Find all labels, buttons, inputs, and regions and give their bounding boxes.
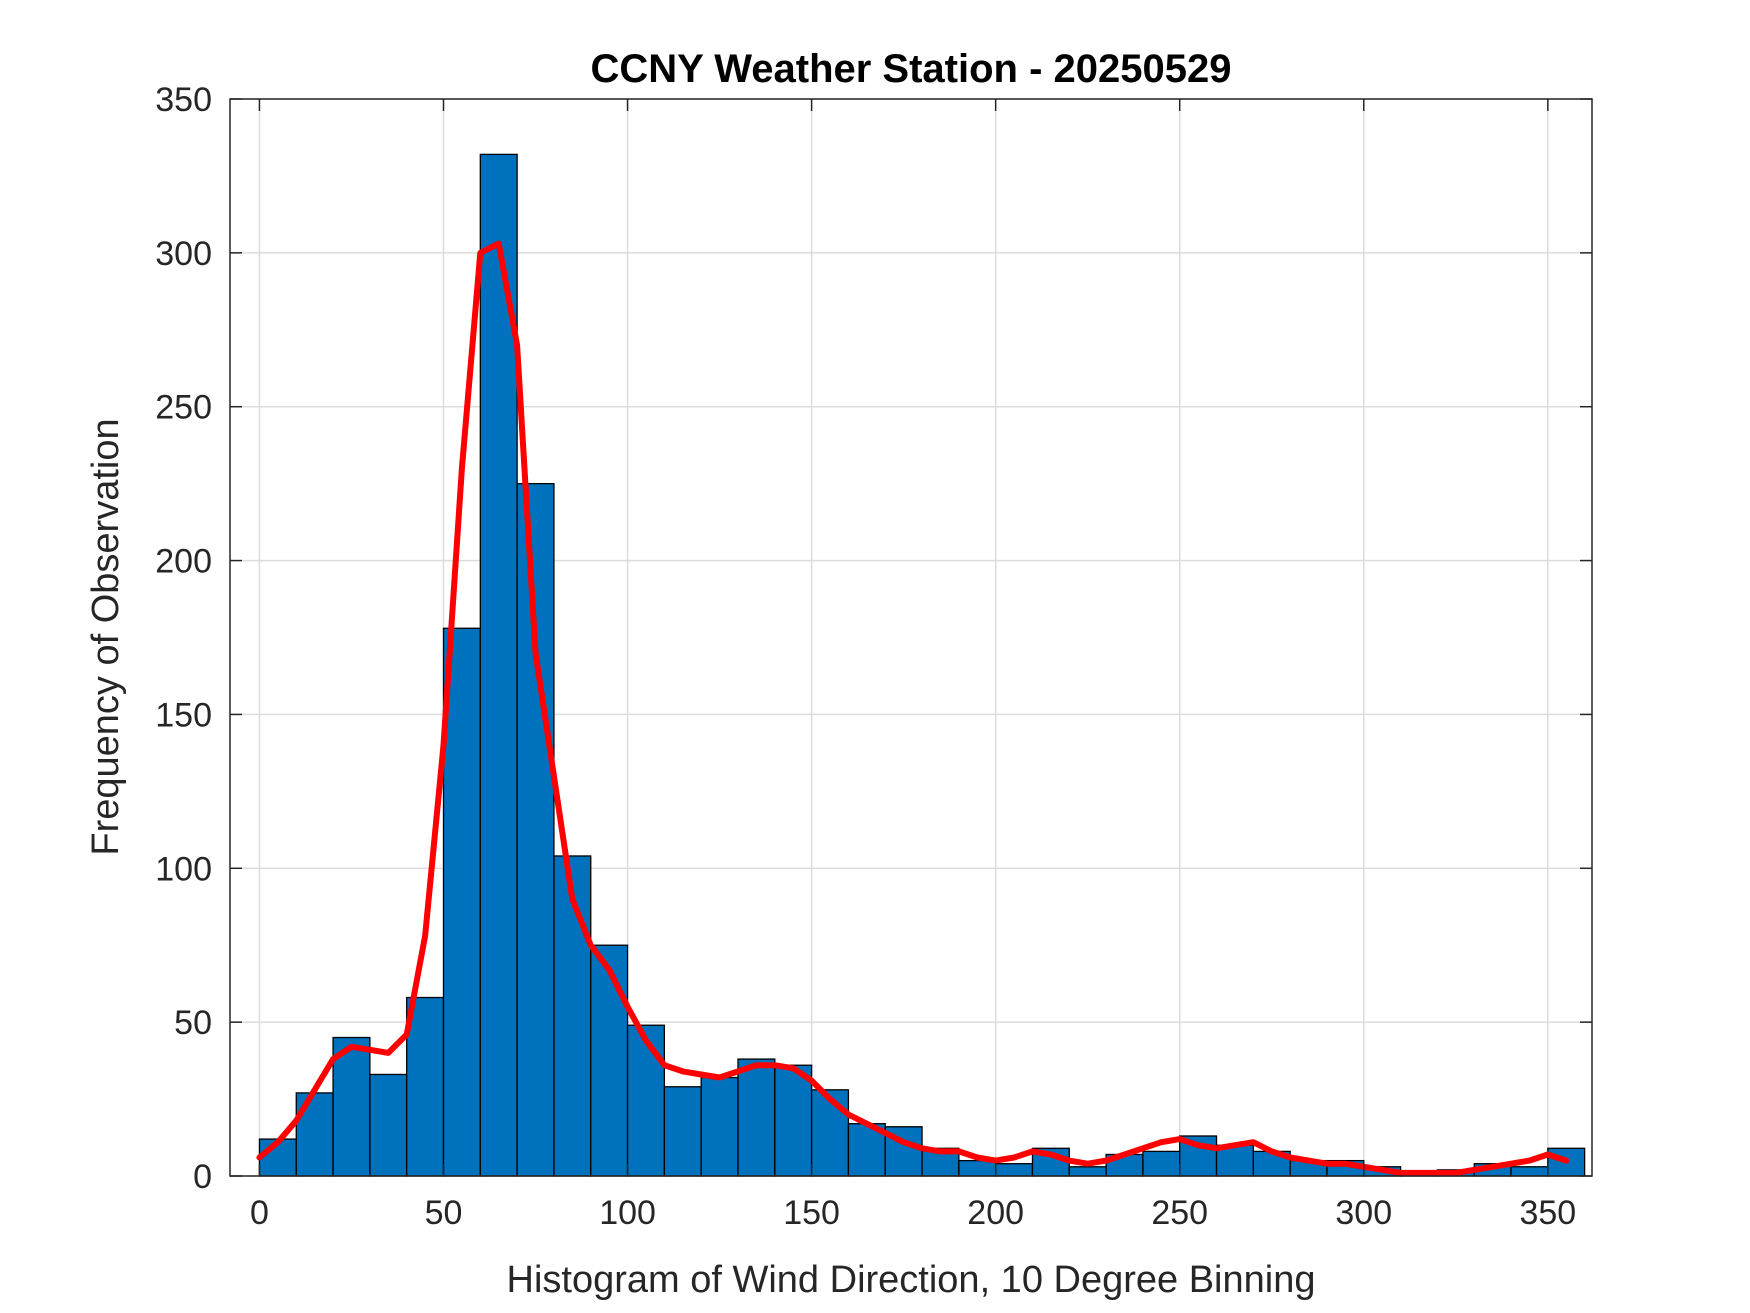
y-tick-label: 150 bbox=[155, 696, 212, 734]
plot-frame bbox=[229, 98, 1593, 1177]
histogram-bar bbox=[1068, 1166, 1107, 1177]
x-tick-label: 100 bbox=[599, 1194, 656, 1232]
histogram-bar bbox=[700, 1076, 739, 1177]
histogram-bar bbox=[810, 1089, 850, 1177]
y-tick-label: 250 bbox=[155, 389, 212, 427]
histogram-bar bbox=[737, 1058, 776, 1177]
x-tick-label: 200 bbox=[967, 1194, 1024, 1232]
histogram-bar bbox=[442, 627, 481, 1177]
x-tick-label: 350 bbox=[1519, 1194, 1576, 1232]
histogram-bar bbox=[295, 1092, 334, 1177]
density-curve-layer bbox=[256, 240, 1570, 1176]
x-axis-label: Histogram of Wind Direction, 10 Degree B… bbox=[507, 1259, 1316, 1301]
histogram-bar bbox=[663, 1086, 702, 1177]
y-tick-label: 300 bbox=[155, 235, 212, 273]
x-tick-label: 150 bbox=[783, 1194, 840, 1232]
histogram-bar bbox=[774, 1064, 813, 1177]
density-curve bbox=[256, 240, 1570, 1176]
y-tick-label: 0 bbox=[193, 1158, 212, 1196]
histogram-bar bbox=[406, 996, 445, 1177]
histogram-bar bbox=[590, 944, 629, 1177]
y-tick-label: 200 bbox=[155, 543, 212, 581]
x-tick-label: 0 bbox=[250, 1194, 269, 1232]
x-tick-labels: 0 50 100 150 200 250 300 350 bbox=[250, 1194, 1576, 1232]
y-tick-labels: 0 50 100 150 200 250 300 350 bbox=[155, 81, 212, 1196]
histogram-bar bbox=[516, 482, 555, 1177]
histogram-bar bbox=[369, 1073, 408, 1177]
x-tick-label: 50 bbox=[425, 1194, 463, 1232]
y-tick-label: 100 bbox=[155, 850, 212, 888]
y-tick-label: 350 bbox=[155, 81, 212, 119]
histogram-bar bbox=[626, 1024, 666, 1177]
x-tick-label: 300 bbox=[1335, 1194, 1392, 1232]
histogram-bar bbox=[1510, 1166, 1549, 1177]
x-tick-label: 250 bbox=[1151, 1194, 1208, 1232]
tick-marks bbox=[230, 98, 1592, 1177]
chart-title: CCNY Weather Station - 20250529 bbox=[591, 47, 1232, 91]
histogram-bar bbox=[332, 1036, 371, 1177]
y-tick-label: 50 bbox=[174, 1004, 212, 1042]
histogram-bar bbox=[958, 1159, 997, 1177]
y-axis-label: Frequency of Observation bbox=[85, 418, 127, 855]
histogram-bar bbox=[1142, 1150, 1181, 1177]
histogram-bar bbox=[995, 1163, 1034, 1177]
